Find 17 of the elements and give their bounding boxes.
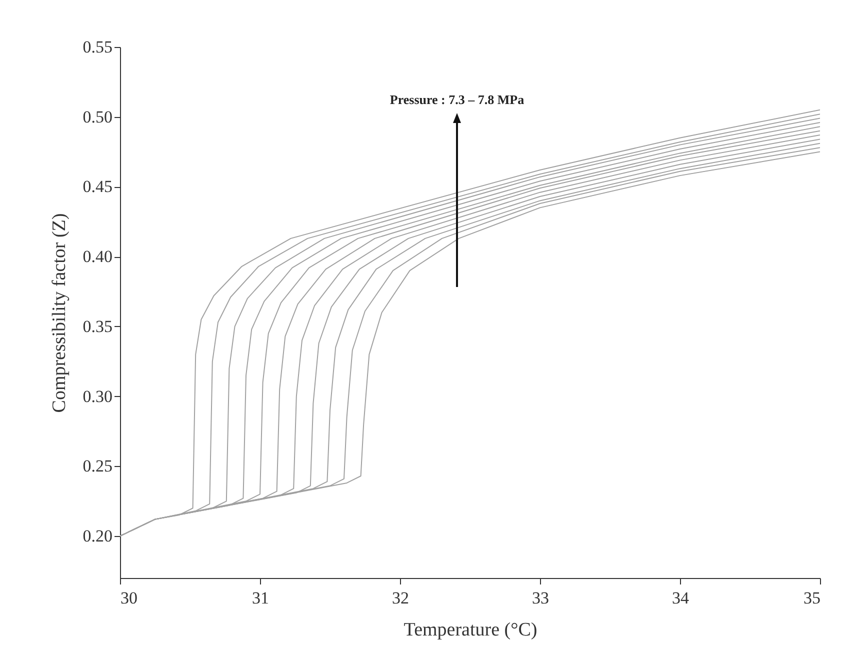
y-tick-label: 0.20: [82, 526, 112, 546]
y-tick-label: 0.35: [82, 316, 112, 336]
annotation: Pressure : 7.3 – 7.8 MPa: [390, 92, 525, 107]
x-tick-label: 35: [804, 588, 820, 608]
x-tick-label: 30: [120, 588, 138, 608]
y-tick-label: 0.25: [82, 456, 112, 476]
y-axis-title: Compressibility factor (Z): [48, 213, 70, 413]
x-tick-label: 32: [392, 588, 409, 608]
x-tick-label: 34: [672, 588, 690, 608]
y-tick-label: 0.50: [82, 107, 112, 126]
y-tick-label: 0.45: [82, 177, 112, 196]
x-tick-label: 31: [252, 588, 269, 608]
x-axis-title: Temperature (°C): [404, 620, 538, 640]
y-tick-label: 0.30: [82, 386, 112, 406]
y-tick-label: 0.40: [82, 247, 112, 266]
y-tick-label: 0.55: [82, 38, 112, 56]
x-tick-label: 33: [532, 588, 549, 608]
